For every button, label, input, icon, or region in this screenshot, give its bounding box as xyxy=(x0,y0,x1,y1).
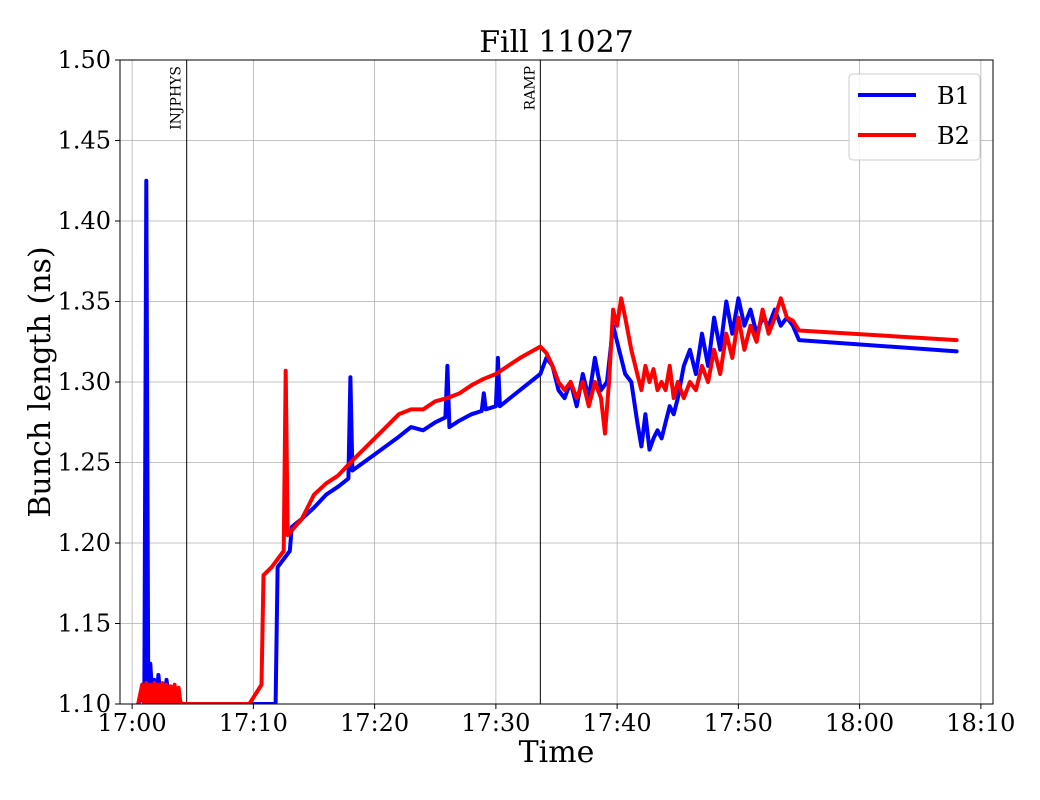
phase-markers: INJPHYS RAMP xyxy=(169,60,541,704)
y-tick-label: 1.15 xyxy=(58,610,111,638)
legend-label-b2: B2 xyxy=(937,122,970,150)
x-tick-label: 17:00 xyxy=(98,709,167,737)
x-tick-label: 17:10 xyxy=(219,709,288,737)
y-tick-label: 1.20 xyxy=(58,529,111,557)
x-axis-title: Time xyxy=(519,735,595,770)
marker-label-ramp: RAMP xyxy=(522,66,538,110)
y-tick-label: 1.25 xyxy=(58,449,111,477)
y-axis-ticks: 1.10 1.15 1.20 1.25 1.30 1.35 1.40 1.45 1.50 xyxy=(58,46,120,718)
marker-label-injphys: INJPHYS xyxy=(169,66,185,130)
x-tick-label: 17:20 xyxy=(340,709,409,737)
y-tick-label: 1.50 xyxy=(58,46,111,74)
x-axis-ticks: 17:00 17:10 17:20 17:30 17:40 17:50 18:00 18:10 xyxy=(98,704,1015,737)
series-line-b2 xyxy=(136,296,959,704)
chart-title: Fill 11027 xyxy=(479,25,634,60)
y-axis-title: Bunch length (ns) xyxy=(23,246,58,517)
y-tick-label: 1.30 xyxy=(58,368,111,396)
y-tick-label: 1.40 xyxy=(58,207,111,235)
x-tick-label: 18:00 xyxy=(825,709,894,737)
x-tick-label: 17:40 xyxy=(583,709,652,737)
series-lines xyxy=(136,178,959,704)
x-tick-label: 17:50 xyxy=(704,709,773,737)
y-tick-label: 1.10 xyxy=(58,690,111,718)
x-tick-label: 17:30 xyxy=(461,709,530,737)
legend-label-b1: B1 xyxy=(937,82,970,110)
x-tick-label: 18:10 xyxy=(946,709,1015,737)
y-tick-label: 1.45 xyxy=(58,127,111,155)
y-tick-label: 1.35 xyxy=(58,288,111,316)
